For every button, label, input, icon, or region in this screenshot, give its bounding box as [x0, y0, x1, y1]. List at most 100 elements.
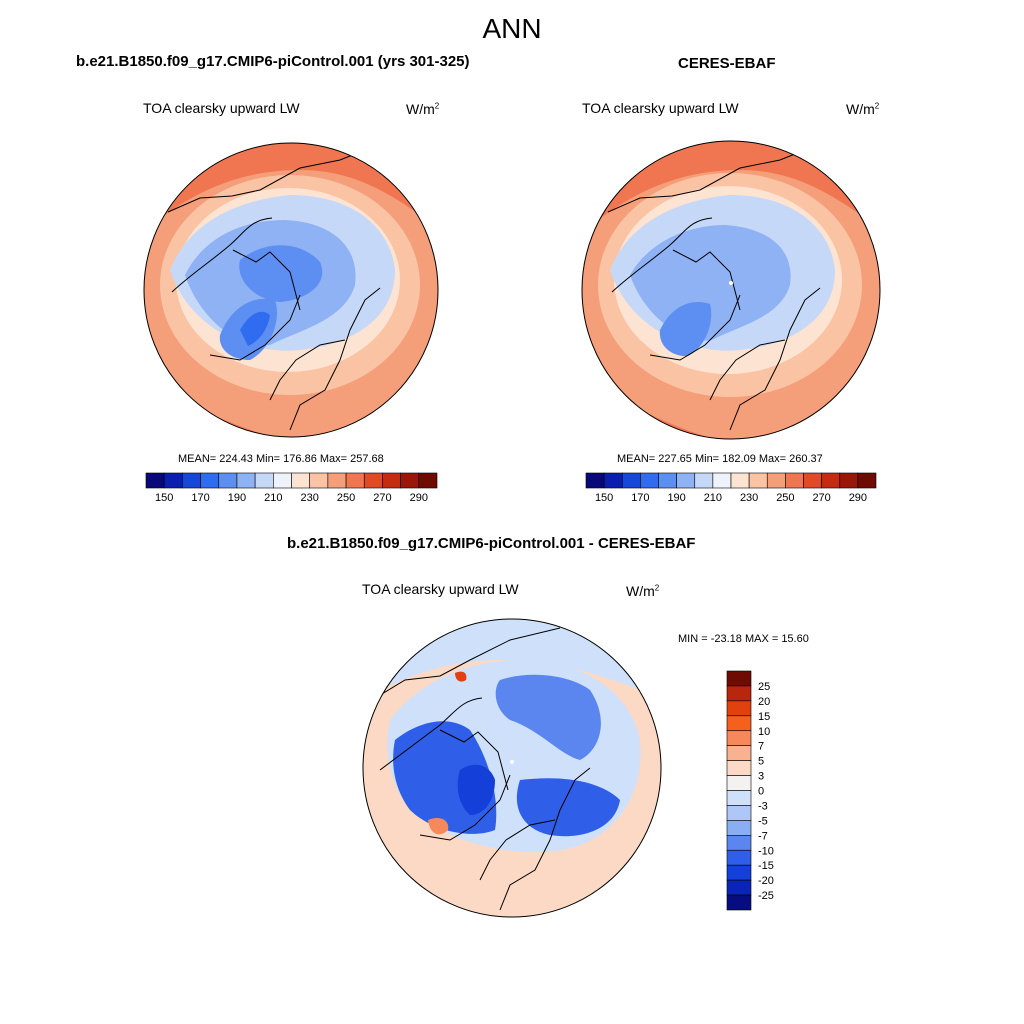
model-colorbar-swatch: [200, 472, 220, 489]
model-colorbar-swatch: [291, 472, 310, 489]
obs-stats: MEAN= 227.65 Min= 182.09 Max= 260.37: [617, 453, 823, 465]
diff-colorbar-swatch: [726, 894, 752, 911]
obs-units-base: W/m: [846, 101, 875, 117]
model-colorbar-swatch: [273, 472, 292, 489]
obs-colorbar-swatch: [694, 472, 714, 489]
diff-colorbar-tick-label: 15: [758, 711, 770, 723]
obs-colorbar-tick-label: 270: [812, 492, 830, 504]
model-case-title: b.e21.B1850.f09_g17.CMIP6-piControl.001 …: [76, 53, 470, 70]
obs-colorbar-tick-label: 210: [704, 492, 722, 504]
model-colorbar-swatch: [418, 472, 438, 489]
model-colorbar-swatch: [182, 472, 201, 489]
diff-colorbar-swatch: [726, 670, 752, 687]
obs-pole-point: [729, 281, 733, 285]
diff-colorbar-swatch: [726, 715, 752, 732]
diff-pole-point: [510, 760, 514, 764]
diff-colorbar-tick-label: 3: [758, 771, 764, 783]
diff-colorbar-swatch: [726, 745, 752, 761]
model-colorbar-swatch: [309, 472, 329, 489]
diff-colorbar-tick-label: 5: [758, 756, 764, 768]
diff-colorbar-swatch: [726, 775, 752, 791]
diff-units-exp: 2: [654, 583, 660, 593]
diff-colorbar-swatch: [726, 700, 752, 717]
diff-field-hot-spot: [455, 671, 467, 682]
diff-colorbar-swatch: [726, 760, 752, 776]
diff-colorbar-tick-label: -5: [758, 815, 768, 827]
obs-colorbar-swatch: [585, 472, 605, 489]
diff-colorbar: 25 20 15 10 7 5 3 0 -3 -5 -7 -10 -15 -20 -25: [726, 670, 774, 911]
model-colorbar-tick-label: 170: [191, 492, 209, 504]
model-stats: MEAN= 224.43 Min= 176.86 Max= 257.68: [178, 453, 384, 465]
obs-colorbar-swatch: [603, 472, 623, 489]
diff-field-greenland-core: [457, 764, 495, 815]
model-colorbar-swatch: [382, 472, 401, 489]
obs-colorbar-swatch: [712, 472, 732, 489]
model-colorbar-tick-label: 190: [228, 492, 246, 504]
diff-colorbar-tick-label: -3: [758, 800, 768, 812]
model-map-border: [143, 142, 439, 438]
model-colorbar-swatch: [254, 472, 274, 489]
obs-coastlines: [607, 151, 821, 431]
diff-colorbar-swatch: [726, 835, 752, 851]
obs-colorbar-swatch: [676, 472, 696, 489]
diff-colorbar-tick-label: 7: [758, 741, 764, 753]
model-units-exp: 2: [434, 101, 440, 111]
diff-field-siberia: [495, 674, 601, 760]
obs-map-border: [581, 140, 881, 440]
diff-colorbar-swatch: [726, 805, 752, 821]
diff-colorbar-swatch: [726, 849, 752, 866]
model-coastlines: [167, 151, 381, 431]
model-colorbar-swatch: [400, 472, 420, 489]
model-colorbar-swatch: [236, 472, 256, 489]
obs-colorbar-swatch: [658, 472, 677, 489]
obs-units: W/m2: [846, 101, 879, 117]
diff-field-warm-spot: [428, 818, 449, 835]
obs-colorbar-tick-label: 250: [776, 492, 794, 504]
diff-colorbar-swatch: [726, 685, 752, 702]
obs-polar-map: [581, 140, 881, 440]
diff-colorbar-tick-label: -7: [758, 830, 768, 842]
model-colorbar-swatch: [363, 472, 383, 489]
obs-colorbar-swatch: [839, 472, 859, 489]
obs-colorbar: 150 170 190 210 230 250 270 290: [585, 472, 877, 504]
diff-colorbar-tick-label: 10: [758, 726, 770, 738]
model-colorbar-swatch: [163, 472, 183, 489]
diff-colorbar-tick-label: -20: [758, 875, 774, 887]
model-polar-map: [143, 142, 439, 438]
obs-field-ring4: [630, 225, 791, 341]
model-colorbar-tick-label: 290: [410, 492, 428, 504]
model-colorbar: 150 170 190 210 230 250 270 290: [145, 472, 438, 504]
model-colorbar-swatch: [145, 472, 165, 489]
model-colorbar-swatch: [327, 472, 347, 489]
obs-colorbar-tick-label: 230: [740, 492, 758, 504]
obs-colorbar-swatch: [766, 472, 786, 489]
diff-units: W/m2: [626, 583, 659, 599]
obs-variable-label: TOA clearsky upward LW: [582, 100, 739, 116]
diff-colorbar-swatch: [726, 790, 752, 806]
obs-colorbar-swatch: [730, 472, 750, 489]
diff-case-title: b.e21.B1850.f09_g17.CMIP6-piControl.001 …: [287, 535, 696, 552]
model-colorbar-tick-label: 150: [155, 492, 173, 504]
diff-colorbar-tick-label: -10: [758, 845, 774, 857]
diff-map-border: [362, 618, 662, 918]
model-variable-label: TOA clearsky upward LW: [143, 100, 300, 116]
obs-colorbar-swatch: [748, 472, 768, 489]
model-colorbar-swatch: [345, 472, 365, 489]
obs-colorbar-swatch: [785, 472, 804, 489]
model-colorbar-swatch: [218, 472, 238, 489]
diff-colorbar-swatch: [726, 820, 752, 836]
obs-colorbar-swatch: [621, 472, 641, 489]
diff-units-base: W/m: [626, 583, 655, 599]
obs-units-exp: 2: [874, 101, 880, 111]
model-colorbar-tick-label: 230: [301, 492, 319, 504]
diff-colorbar-swatch: [726, 864, 752, 881]
obs-colorbar-swatch: [821, 472, 841, 489]
obs-case-title: CERES-EBAF: [678, 55, 776, 72]
obs-field-greenland: [659, 301, 712, 357]
diff-coastlines: [371, 627, 591, 911]
figure-title: ANN: [482, 13, 542, 44]
diff-colorbar-tick-label: 0: [758, 786, 764, 798]
diff-colorbar-tick-label: -15: [758, 860, 774, 872]
model-colorbar-tick-label: 270: [373, 492, 391, 504]
